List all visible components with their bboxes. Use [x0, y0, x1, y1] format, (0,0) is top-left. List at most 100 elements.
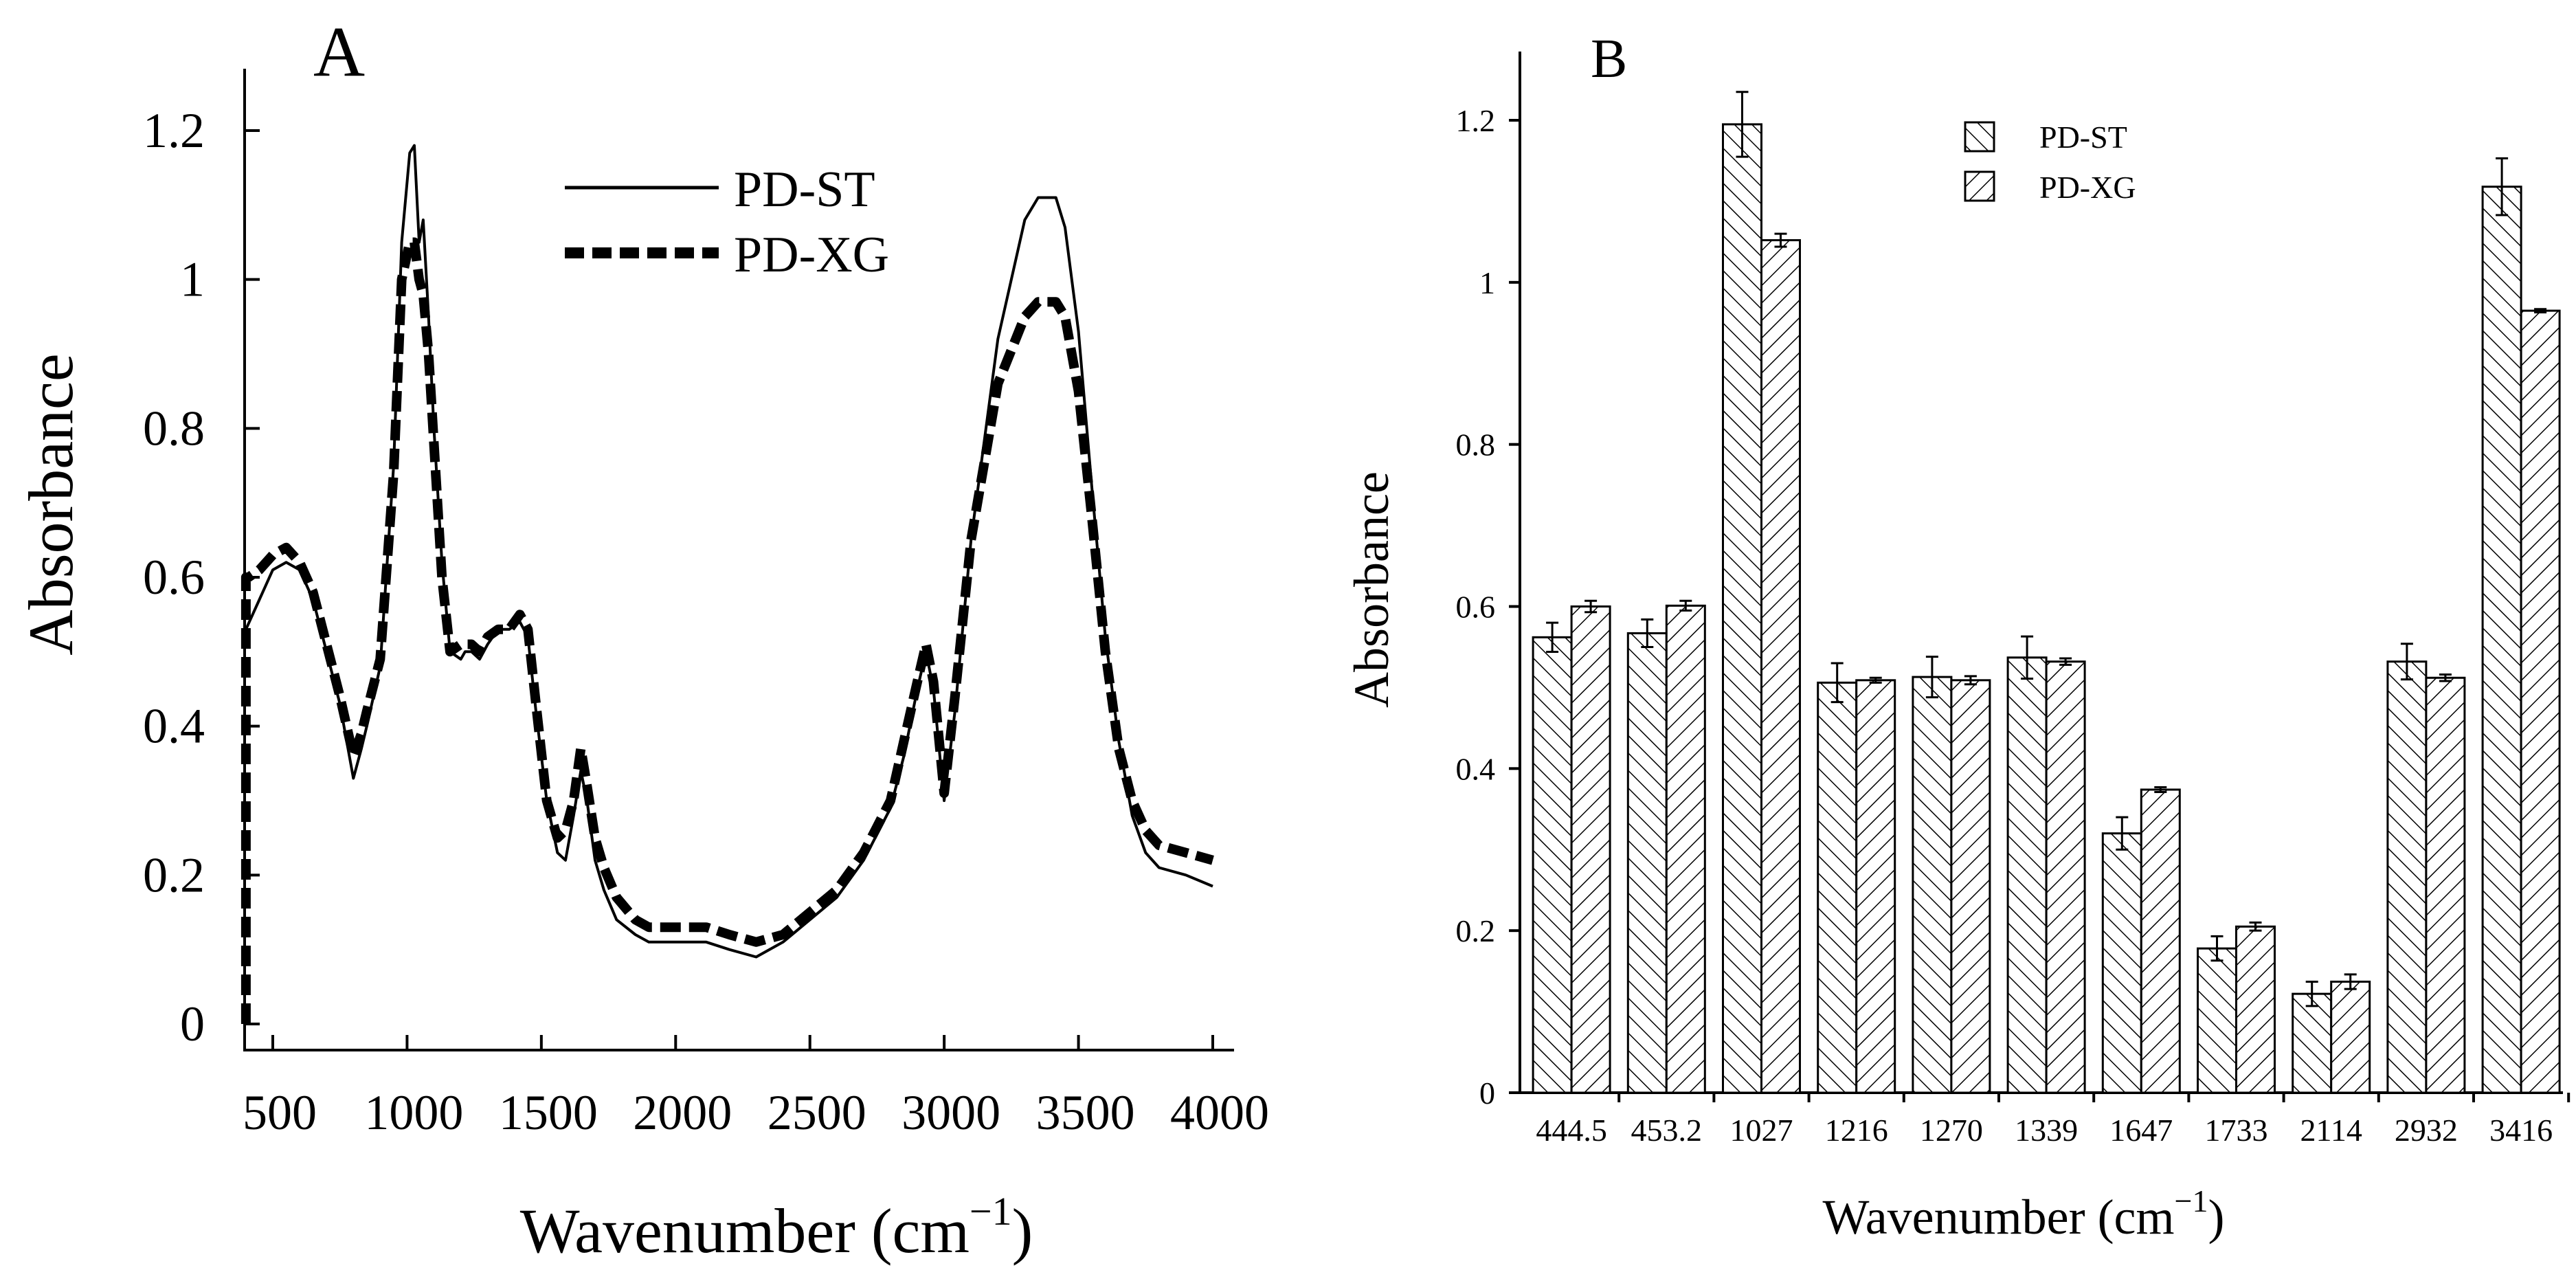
- b-xtick-label: 1647: [2109, 1113, 2173, 1148]
- a-xtick-label: 4000: [1170, 1085, 1269, 1140]
- b-bar-pd-st: [1532, 636, 1573, 1094]
- legend-b-pd-st-label: PD-ST: [2039, 120, 2127, 155]
- legend-b-pd-st-swatch: [1964, 121, 1995, 153]
- b-ytick-label: 0.2: [1456, 913, 1496, 948]
- b-errorbar: [2021, 635, 2034, 680]
- legend-a-pd-st-label: PD-ST: [734, 161, 875, 218]
- panel-b: B 0 0.2 0.4 0.6 0.8 1 1.2 444.5 453.2 1027 1216 12…: [1344, 29, 2571, 1245]
- panel-b-legend: PD-ST PD-XG: [1964, 120, 2136, 205]
- b-errorbar: [2534, 308, 2547, 313]
- panel-a-y-title: Absorbance: [16, 353, 86, 655]
- b-bar-pd-xg: [2330, 980, 2371, 1094]
- a-xtick-label: 3500: [1036, 1085, 1135, 1140]
- b-xtick-label: 1733: [2205, 1113, 2268, 1148]
- panel-a-x-title-sup: −1: [970, 1189, 1012, 1234]
- b-errorbar: [2249, 921, 2262, 932]
- a-xtick-label: 2500: [768, 1085, 866, 1140]
- b-bar-pd-xg: [2140, 788, 2181, 1094]
- b-bar-pd-st: [1912, 676, 1953, 1094]
- b-bar-pd-st: [2006, 656, 2048, 1094]
- b-errorbar: [1736, 91, 1749, 158]
- b-xtick-label: 1339: [2015, 1113, 2078, 1148]
- a-ytick-label: 1.2: [143, 103, 205, 158]
- a-xtick-label: 3000: [901, 1085, 1000, 1140]
- b-xtick-label: 2114: [2300, 1113, 2362, 1148]
- b-errorbar: [1964, 675, 1977, 686]
- panel-b-x-ticks: 444.5 453.2 1027 1216 1270 1339 1647 1733 2114 29…: [1536, 1093, 2571, 1148]
- b-errorbar: [2116, 816, 2129, 851]
- b-bar-pd-xg: [2520, 309, 2561, 1094]
- b-errorbar: [1641, 618, 1654, 648]
- a-ytick-label: 0.2: [143, 847, 205, 902]
- b-errorbar: [1679, 599, 1692, 612]
- panel-a-x-title-close: ): [1012, 1196, 1033, 1266]
- b-bar-pd-xg: [1665, 604, 1706, 1094]
- b-errorbar: [2305, 980, 2318, 1007]
- b-xtick-label: 1216: [1825, 1113, 1888, 1148]
- legend-a-pd-xg-label: PD-XG: [734, 227, 889, 283]
- panel-a-x-title: Wavenumber (cm−1): [520, 1189, 1033, 1266]
- b-bar-pd-st: [1817, 681, 1858, 1094]
- panel-b-x-title: Wavenumber (cm−1): [1823, 1183, 2225, 1245]
- b-errorbar: [1830, 662, 1844, 704]
- b-ytick-label: 1.2: [1456, 103, 1496, 138]
- a-series-pd-xg: [240, 237, 1214, 1024]
- b-bar-pd-xg: [1760, 239, 1801, 1094]
- a-ytick-label: 0.4: [143, 699, 205, 754]
- b-xtick-label: 444.5: [1536, 1113, 1607, 1148]
- b-errorbar: [1774, 232, 1787, 248]
- a-ytick-label: 0.6: [143, 550, 205, 605]
- b-bar-pd-xg: [2425, 676, 2466, 1094]
- b-bar-pd-xg: [1855, 679, 1896, 1094]
- panel-b-y-title: Absorbance: [1344, 471, 1399, 708]
- a-ytick-label: 0.8: [143, 401, 205, 456]
- panel-b-label: B: [1591, 29, 1627, 89]
- legend-b-pd-xg-swatch: [1964, 170, 1995, 202]
- b-xtick-label: 1270: [1920, 1113, 1983, 1148]
- b-ytick-label: 1: [1479, 265, 1495, 300]
- b-errorbar: [2059, 657, 2072, 666]
- b-bar-pd-st: [2101, 832, 2142, 1094]
- b-bar-pd-xg: [2045, 660, 2086, 1094]
- b-errorbar: [2210, 935, 2224, 962]
- b-errorbar: [2154, 786, 2167, 794]
- b-errorbar: [1925, 656, 1938, 699]
- panel-a-x-ticks: 500 1000 1500 2000 2500 3000 3500 4000: [243, 1035, 1269, 1140]
- b-errorbar: [2344, 973, 2357, 990]
- b-bar-pd-st: [2386, 660, 2428, 1094]
- a-xtick-label: 1500: [499, 1085, 598, 1140]
- b-errorbar: [1869, 676, 1882, 684]
- b-xtick-label: 453.2: [1631, 1113, 1703, 1148]
- panel-a-series: [240, 144, 1214, 1024]
- panel-a: A 0 0.2 0.4 0.6 0.8 1 1.2 500 1000 1500 2000 2500 3…: [16, 12, 1269, 1266]
- b-ytick-label: 0.4: [1456, 751, 1496, 786]
- a-ytick-label: 0: [180, 996, 205, 1051]
- b-xtick-label: 1027: [1730, 1113, 1793, 1148]
- b-errorbar: [2496, 157, 2509, 216]
- a-ytick-label: 1: [180, 252, 205, 307]
- panel-b-bars: [1532, 91, 2561, 1094]
- b-errorbar: [1546, 621, 1559, 654]
- b-ytick-label: 0.8: [1456, 427, 1496, 463]
- b-bar-pd-st: [2197, 947, 2237, 1094]
- b-ytick-label: 0.6: [1456, 590, 1496, 625]
- panel-a-x-title-main: Wavenumber (cm: [520, 1196, 970, 1266]
- panel-a-legend: PD-ST PD-XG: [565, 161, 889, 283]
- b-ytick-label: 0: [1479, 1076, 1495, 1111]
- b-bar-pd-st: [2481, 186, 2522, 1094]
- panel-a-y-ticks: 0 0.2 0.4 0.6 0.8 1 1.2: [143, 103, 260, 1051]
- b-xtick-label: 3416: [2489, 1113, 2553, 1148]
- a-xtick-label: 2000: [633, 1085, 732, 1140]
- b-bar-pd-st: [2292, 992, 2333, 1094]
- b-errorbar: [2439, 673, 2452, 682]
- a-xtick-label: 500: [243, 1085, 317, 1140]
- b-bar-pd-xg: [1950, 679, 1991, 1094]
- b-bar-pd-st: [1722, 123, 1762, 1094]
- panel-b-x-title-sup: −1: [2175, 1183, 2208, 1218]
- b-bar-pd-st: [1626, 632, 1668, 1094]
- legend-b-pd-xg-label: PD-XG: [2039, 170, 2136, 205]
- b-xtick-label: 2932: [2395, 1113, 2458, 1148]
- b-errorbar: [2400, 643, 2413, 681]
- panel-a-label: A: [313, 12, 365, 91]
